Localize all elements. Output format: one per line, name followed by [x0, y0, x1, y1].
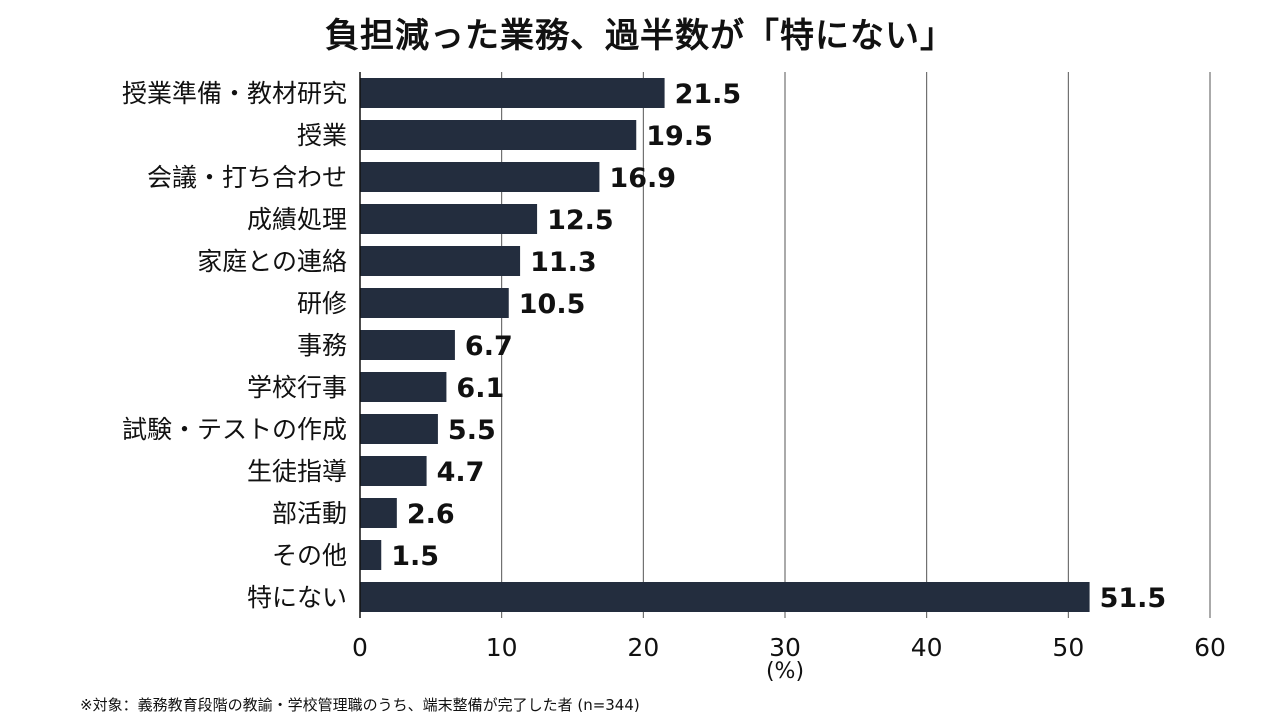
value-label: 2.6 — [407, 499, 455, 530]
x-axis-unit: (%) — [766, 659, 804, 684]
bar — [360, 246, 521, 276]
category-label: 特にない — [247, 583, 347, 612]
category-label: 試験・テストの作成 — [122, 415, 347, 444]
category-label: その他 — [272, 541, 347, 570]
category-label: 研修 — [297, 289, 347, 318]
x-tick-label: 10 — [486, 633, 518, 662]
value-label: 21.5 — [675, 79, 742, 110]
x-tick-label: 40 — [911, 633, 943, 662]
value-label: 4.7 — [437, 457, 485, 488]
bar — [360, 540, 382, 570]
bar — [360, 498, 397, 528]
value-label: 12.5 — [547, 205, 614, 236]
value-label: 19.5 — [646, 121, 713, 152]
value-label: 10.5 — [519, 289, 586, 320]
gridlines — [501, 72, 1211, 618]
category-label: 事務 — [297, 331, 347, 360]
value-label: 1.5 — [391, 541, 439, 572]
x-tick-label: 20 — [627, 633, 659, 662]
category-label: 部活動 — [272, 499, 347, 528]
category-label: 家庭との連絡 — [197, 247, 347, 276]
bar — [360, 582, 1090, 612]
bar — [360, 330, 455, 360]
x-tick-label: 50 — [1052, 633, 1084, 662]
category-label: 会議・打ち合わせ — [147, 163, 347, 192]
category-label: 成績処理 — [247, 205, 347, 234]
value-label: 5.5 — [448, 415, 496, 446]
x-tick-label: 30 — [769, 633, 801, 662]
bar — [360, 288, 509, 318]
bar — [360, 162, 600, 192]
bars — [360, 78, 1090, 612]
value-labels: 21.5 19.5 16.9 12.5 11.3 10.56.7 6.1 5.5 4.7 2.6 1… — [391, 79, 1166, 614]
category-labels: 授業準備・教材研究授業会議・打ち合わせ成績処理家庭との連絡研修事務学校行事試験・… — [122, 79, 347, 612]
bar — [360, 456, 427, 486]
category-label: 授業準備・教材研究 — [122, 79, 347, 108]
value-label: 6.1 — [456, 373, 504, 404]
category-label: 授業 — [297, 121, 347, 150]
chart-title: 負担減った業務、過半数が「特にない」 — [325, 16, 955, 56]
category-label: 学校行事 — [247, 373, 347, 402]
footnote: ※対象：義務教育段階の教諭・学校管理職のうち、端末整備が完了した者 (n=344… — [80, 696, 640, 714]
category-label: 生徒指導 — [247, 457, 347, 486]
bar — [360, 120, 637, 150]
x-tick-labels: 0 10 20 30 40 50 60 — [352, 633, 1226, 662]
bar — [360, 78, 665, 108]
bar — [360, 204, 538, 234]
value-label: 51.5 — [1100, 583, 1167, 614]
bar — [360, 414, 438, 444]
value-label: 11.3 — [530, 247, 597, 278]
value-label: 6.7 — [465, 331, 513, 362]
value-label: 16.9 — [609, 163, 676, 194]
x-tick-label: 60 — [1194, 633, 1226, 662]
x-tick-label: 0 — [352, 633, 368, 662]
bar — [360, 372, 447, 402]
